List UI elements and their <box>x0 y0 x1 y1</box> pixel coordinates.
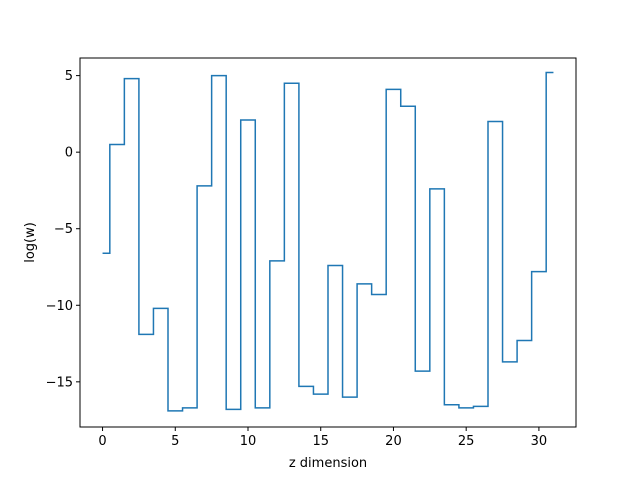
x-axis: 0 5 10 15 20 25 30 <box>98 427 547 449</box>
x-tick-label: 10 <box>240 434 257 449</box>
x-tick-label: 0 <box>98 434 106 449</box>
y-tick-label: 0 <box>65 146 73 161</box>
series-layer <box>102 71 554 412</box>
y-tick-label: −5 <box>54 222 73 237</box>
y-tick-label: −10 <box>46 299 73 314</box>
series-line-0 <box>102 71 554 412</box>
x-tick-label: 15 <box>312 434 329 449</box>
x-tick-label: 25 <box>458 434 475 449</box>
y-axis-label: log(w) <box>23 222 38 263</box>
y-axis: 5 0 −5 −10 −15 <box>46 69 80 390</box>
x-tick-label: 5 <box>171 434 179 449</box>
x-axis-label: z dimension <box>289 456 367 471</box>
x-tick-label: 30 <box>531 434 548 449</box>
x-tick-label: 20 <box>385 434 402 449</box>
y-tick-label: −15 <box>46 375 73 390</box>
plot-frame <box>79 57 577 428</box>
y-tick-label: 5 <box>65 69 73 84</box>
